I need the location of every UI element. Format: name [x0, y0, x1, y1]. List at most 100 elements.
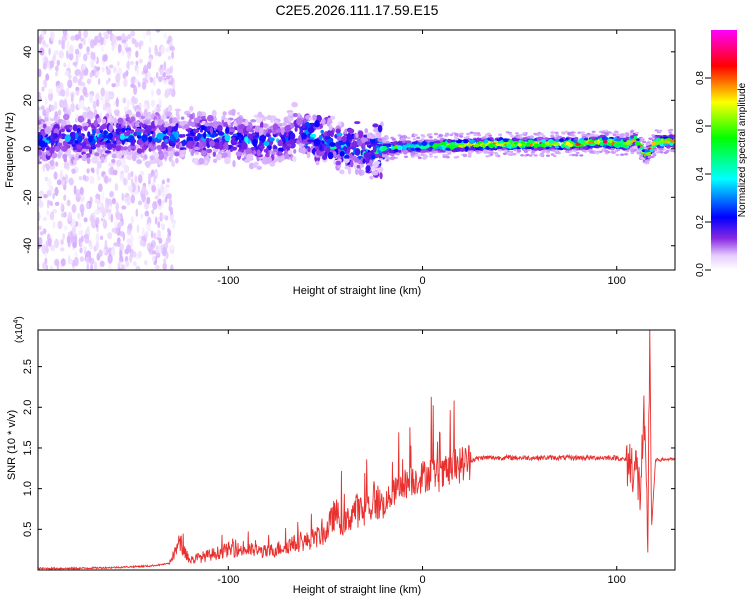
spectrogram-cell	[157, 76, 163, 83]
spectrogram-cell	[186, 113, 191, 118]
spectrogram-cell	[157, 221, 161, 229]
spectrogram-cell	[136, 148, 143, 154]
spectrogram-cell	[75, 132, 79, 139]
spectrogram-cell	[94, 143, 101, 148]
spectrogram-cell	[143, 110, 148, 118]
spectrogram-cell	[104, 150, 112, 154]
spectrogram-cell	[92, 128, 96, 137]
spectrogram-cell	[130, 76, 135, 85]
spectrogram-cell	[307, 127, 315, 134]
spectrogram-cell	[357, 130, 364, 139]
spectrogram-cell	[78, 30, 82, 40]
spectrogram-cell	[556, 136, 561, 139]
spectrogram-cell	[287, 150, 293, 155]
spectrogram-cell	[645, 143, 650, 146]
spectrogram-cell	[93, 35, 99, 46]
x-tick-label: -100	[217, 574, 239, 586]
spectrogram-cell	[315, 160, 320, 166]
spectrogram-cell	[419, 146, 426, 149]
spectrogram-cell	[517, 149, 522, 153]
spectrogram-cell	[269, 137, 275, 142]
colorbar-tick-label: 0.8	[695, 71, 706, 85]
spectrogram-cell	[541, 143, 547, 147]
spectrogram-cell	[67, 79, 73, 89]
spectrogram-cell	[60, 169, 63, 178]
spectrogram-cell	[90, 59, 95, 69]
spectrogram-cell	[143, 64, 148, 71]
spectrogram-cell	[133, 85, 138, 96]
spectrogram-cell	[428, 136, 433, 139]
spectrogram-cell	[464, 146, 469, 152]
spectrogram-cell	[621, 144, 629, 149]
spectrogram-cell	[81, 148, 89, 152]
spectrogram-cell	[421, 141, 428, 146]
spectrogram-cell	[476, 132, 481, 135]
spectrogram-cell	[467, 155, 472, 158]
spectrogram-cell	[99, 235, 104, 241]
spectrogram-cell	[59, 128, 66, 132]
spectrogram-cell	[154, 195, 159, 200]
spectrogram-cell	[396, 141, 402, 146]
spectrogram-cell	[530, 152, 535, 156]
spectrogram-cell	[645, 152, 651, 156]
spectrogram-cell	[301, 146, 306, 155]
spectrogram-cell	[40, 121, 44, 125]
spectrogram-cell	[224, 156, 231, 165]
spectrogram-cell	[123, 106, 129, 113]
spectrogram-cell	[355, 132, 359, 139]
spectrogram-cell	[97, 183, 103, 193]
spectrogram-cell	[170, 122, 176, 127]
spectrogram-cell	[157, 204, 162, 210]
spectrogram-cell	[45, 107, 50, 116]
spectrogram-cell	[560, 144, 566, 149]
spectrogram-cell	[83, 217, 88, 223]
spectrogram-cell	[259, 140, 263, 146]
spectrogram-cell	[508, 144, 512, 149]
spectrogram-cell	[75, 86, 80, 91]
spectrogram-cell	[112, 66, 117, 74]
spectrogram-cell	[101, 66, 105, 73]
spectrogram-cell	[39, 140, 46, 148]
spectrogram-cell	[96, 99, 100, 107]
spectrogram-cell	[63, 98, 68, 109]
spectrogram-cell	[42, 164, 46, 172]
spectrogram-cell	[395, 153, 400, 156]
spectrogram-cell	[434, 132, 438, 136]
spectrogram-cell	[546, 151, 550, 154]
spectrogram-cell	[105, 79, 109, 85]
spectrogram-cell	[47, 177, 52, 188]
spectrogram-cell	[397, 145, 403, 151]
spectrogram-cell	[404, 155, 408, 158]
spectrogram-cell	[151, 184, 157, 193]
spectrogram-cell	[144, 210, 150, 217]
spectrogram-cell	[197, 115, 201, 122]
spectrogram-cell	[281, 122, 288, 127]
spectrogram-cell	[433, 150, 438, 154]
spectrogram-cell	[401, 135, 406, 138]
spectrogram-cell	[39, 231, 44, 236]
spectrogram-cell	[158, 237, 163, 244]
spectrogram-cell	[582, 146, 589, 150]
spectrogram-cell	[410, 147, 415, 151]
spectrogram-cell	[629, 130, 634, 133]
spectrogram-cell	[503, 149, 508, 152]
spectrogram-cell	[248, 129, 255, 133]
spectrogram-cell	[591, 130, 596, 133]
spectrogram-cell	[135, 208, 139, 217]
spectrogram-cell	[462, 138, 469, 144]
spectrogram-heatmap	[38, 30, 675, 270]
spectrogram-cell	[165, 240, 169, 249]
spectrogram-cell	[157, 146, 162, 151]
spectrogram-cell	[50, 145, 54, 154]
spectrogram-cell	[133, 97, 139, 105]
spectrogram-cell	[669, 141, 674, 146]
spectrogram-cell	[43, 78, 48, 89]
spectrogram-cell	[504, 141, 511, 145]
spectrogram-cell	[89, 242, 93, 251]
spectrogram-cell	[119, 173, 125, 182]
spectrogram-cell	[589, 150, 594, 154]
spectrogram-cell	[439, 142, 447, 146]
spectrogram-cell	[136, 67, 140, 77]
spectrogram-cell	[468, 139, 475, 145]
spectrogram-cell	[138, 58, 143, 64]
